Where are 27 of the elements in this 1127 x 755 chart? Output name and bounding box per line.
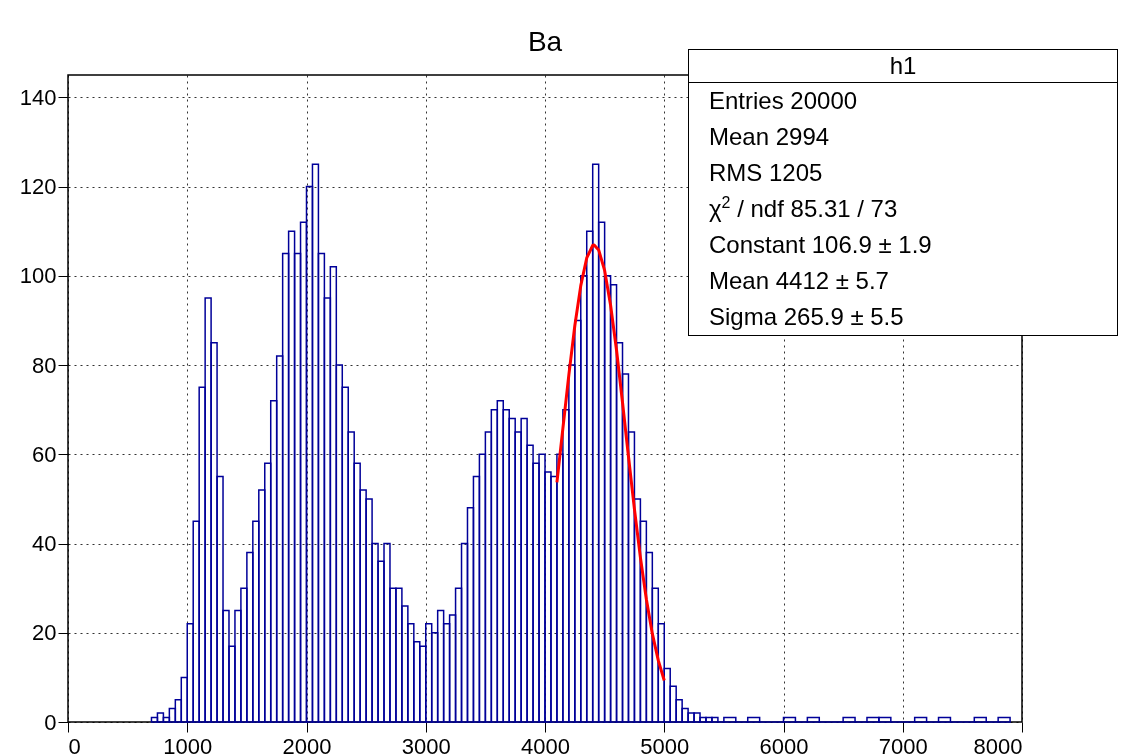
x-tick-label: 4000: [521, 733, 570, 755]
annotation: Mean 2994: [708, 122, 831, 152]
y-tick-label: 120: [19, 174, 57, 200]
annotation: Constant 106.9 ± 1.9: [708, 230, 933, 260]
y-tick-label: 40: [32, 531, 57, 557]
x-tick-label: 7000: [878, 733, 928, 755]
annotation: h1: [689, 50, 1117, 83]
y-tick-label: 140: [19, 84, 57, 110]
annotation: RMS 1205: [708, 158, 824, 188]
y-tick-label: 20: [32, 620, 57, 646]
x-tick-label: 0: [68, 733, 81, 755]
x-tick-label: 6000: [759, 733, 809, 755]
chart-title: Ba: [527, 26, 563, 57]
x-tick-label: 1000: [163, 733, 213, 755]
y-tick-label: 100: [19, 263, 57, 289]
y-tick-label: 0: [44, 709, 57, 735]
annotation: Mean 4412 ± 5.7: [708, 266, 890, 296]
x-tick-label: 2000: [282, 733, 332, 755]
x-tick-label: 8000: [973, 733, 1023, 755]
annotation: χ$^{2}$ / ndf 85.31 / 73: [708, 193, 899, 224]
annotation: Entries 20000: [708, 86, 859, 116]
y-tick-label: 60: [32, 441, 57, 467]
annotation: Sigma 265.9 ± 5.5: [708, 302, 905, 332]
x-tick-label: 3000: [401, 733, 451, 755]
y-tick-label: 80: [32, 352, 57, 378]
line-series: [555, 243, 666, 682]
x-tick-label: 5000: [640, 733, 690, 755]
